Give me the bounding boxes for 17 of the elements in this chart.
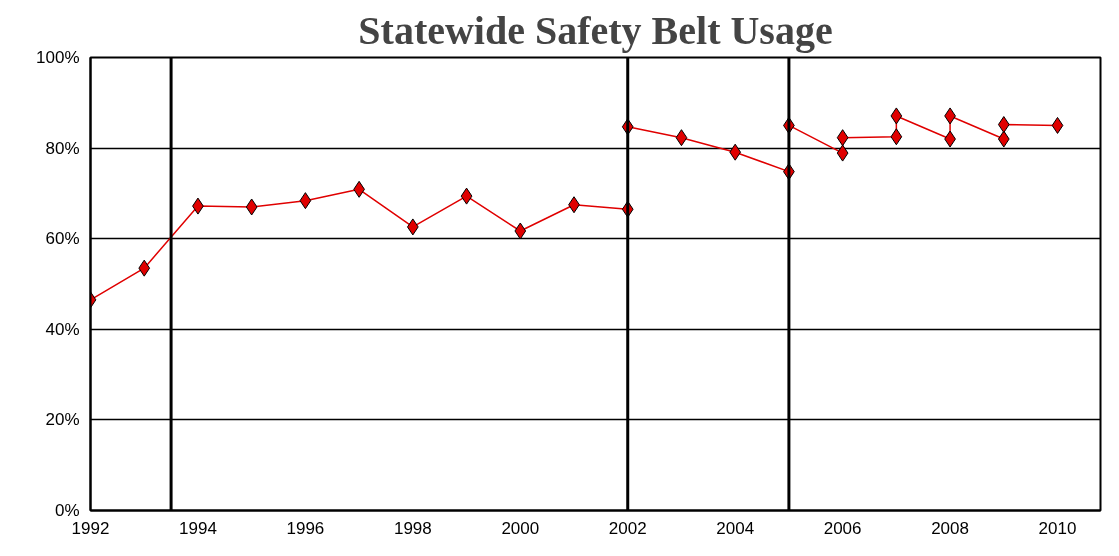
x-tick-label: 2000 [501,518,540,538]
y-tick-label: 40% [45,319,80,339]
y-tick-label: 60% [45,229,80,249]
x-tick-label: 1992 [71,518,110,538]
x-tick-label: 2008 [931,518,969,538]
x-tick-label: 2006 [823,518,862,538]
x-tick-label: 2010 [1038,518,1077,538]
y-tick-label: 100% [36,48,80,67]
chart-title: Statewide Safety Belt Usage [358,7,833,53]
x-tick-label: 1998 [393,518,432,538]
x-tick-label: 1994 [179,518,217,538]
x-tick-label: 1996 [286,518,325,538]
x-tick-label: 2002 [608,518,647,538]
y-tick-label: 0% [54,501,80,520]
y-tick-label: 80% [45,138,80,158]
y-tick-label: 20% [45,410,80,430]
x-tick-label: 2004 [716,518,755,538]
